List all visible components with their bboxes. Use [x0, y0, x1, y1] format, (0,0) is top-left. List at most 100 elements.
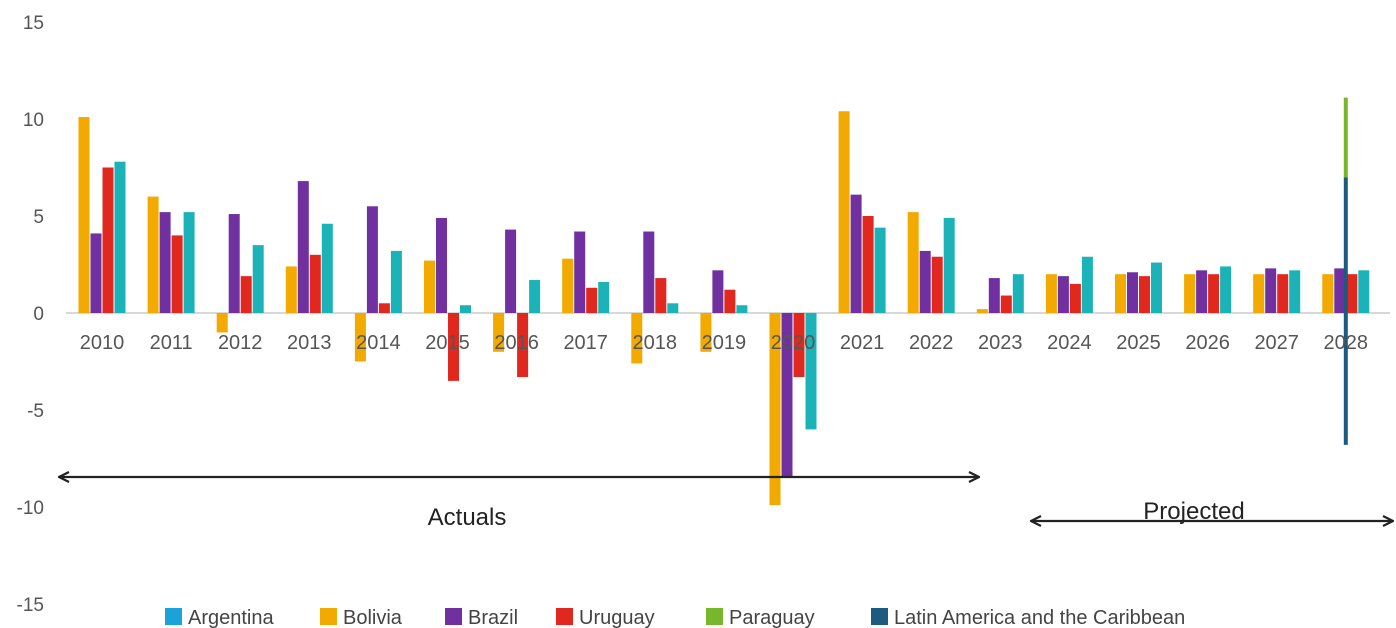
bar-brazil-2015: [436, 217, 447, 313]
bar-brazil-2011: [159, 212, 171, 313]
legend-swatch-2: [445, 608, 462, 625]
bar-brazil-2022: [919, 250, 931, 313]
x-tick-label-2010: 2010: [80, 332, 125, 354]
bar-bolivia-2028: [1322, 274, 1334, 313]
bar-bolivia-2025: [1115, 274, 1126, 313]
bar-series-2019: [736, 305, 748, 313]
y-tick-label: 10: [23, 110, 44, 131]
bar-brazil-2010: [90, 233, 102, 313]
bar-uruguay-2026: [1208, 274, 1220, 313]
bar-bolivia-2014: [354, 313, 366, 362]
bar-uruguay-2010: [102, 167, 114, 313]
legend-swatch-5: [871, 608, 888, 625]
bars: [78, 97, 1370, 506]
x-tick-label-2011: 2011: [150, 332, 193, 354]
x-axis: 2010 2011 2012 2013 2014 2015 2016 2017 2018 2019…: [80, 332, 1368, 354]
bar-bolivia-2010: [78, 117, 90, 313]
bar-uruguay-2024: [1069, 283, 1081, 313]
bar-uruguay-2012: [240, 276, 252, 313]
y-tick-label: 0: [33, 304, 44, 325]
legend: Argentina Bolivia Brazil Uruguay Paraguay Lat…: [165, 607, 1185, 628]
bar-uruguay-2011: [171, 235, 183, 313]
bar-brazil-2012: [228, 214, 240, 313]
x-tick-label-2028: 2028: [1324, 332, 1369, 354]
y-tick-label: -10: [17, 498, 44, 519]
bar-uruguay-2027: [1277, 274, 1289, 313]
bar-bolivia-2015: [424, 260, 435, 313]
bar-series-2013: [321, 223, 333, 313]
bar-brazil-2027: [1265, 268, 1277, 313]
bar-series-2017: [598, 281, 610, 313]
x-tick-label-2026: 2026: [1185, 332, 1230, 354]
bar-brazil-2028: [1334, 268, 1346, 313]
bar-brazil-2014: [366, 206, 378, 313]
bar-series-2012: [252, 245, 264, 313]
bar-series-2018: [667, 303, 679, 313]
bar-series-2011: [183, 212, 195, 313]
bar-bolivia-2011: [147, 196, 159, 313]
y-tick-label: 5: [33, 207, 44, 228]
legend-label-4: Paraguay: [729, 607, 815, 628]
bar-uruguay-2018: [655, 278, 667, 313]
bar-uruguay-2017: [586, 287, 598, 313]
legend-label-5: Latin America and the Caribbean: [894, 607, 1185, 628]
bar-series-2016: [529, 280, 541, 313]
bar-bolivia-2017: [562, 258, 574, 313]
legend-swatch-3: [556, 608, 573, 625]
bar-uruguay-2016: [517, 313, 529, 378]
x-tick-label-2014: 2014: [356, 332, 401, 354]
x-tick-label-2017: 2017: [563, 332, 608, 354]
bar-series-2010: [114, 161, 126, 313]
legend-label-0: Argentina: [188, 607, 274, 628]
bar-bolivia-2012: [216, 313, 228, 333]
bar-brazil-2018: [643, 231, 655, 313]
bar-brazil-2020: [781, 313, 793, 478]
bar-brazil-2017: [574, 231, 586, 313]
bar-series-2025: [1151, 262, 1162, 313]
bar-uruguay-2015: [448, 313, 459, 381]
bar-uruguay-2028: [1346, 274, 1358, 313]
bar-series-2014: [390, 250, 402, 313]
bar-uruguay-2025: [1139, 276, 1150, 313]
actuals-label: Actuals: [428, 504, 507, 531]
x-tick-label-2022: 2022: [909, 332, 954, 354]
bar-uruguay-2014: [378, 303, 390, 313]
legend-label-3: Uruguay: [579, 607, 655, 628]
x-tick-label-2027: 2027: [1254, 332, 1299, 354]
x-tick-label-2016: 2016: [494, 332, 539, 354]
x-tick-label-2023: 2023: [978, 332, 1023, 354]
x-tick-label-2021: 2021: [840, 332, 885, 354]
x-tick-label-2019: 2019: [702, 332, 747, 354]
bar-uruguay-2023: [1000, 295, 1012, 313]
x-tick-label-2025: 2025: [1116, 332, 1161, 354]
bar-bolivia-2024: [1045, 274, 1057, 313]
legend-label-1: Bolivia: [343, 607, 403, 628]
bar-series-2021: [874, 227, 886, 313]
bar-bolivia-2021: [838, 111, 850, 314]
bar-bolivia-2022: [907, 212, 919, 313]
x-tick-label-2024: 2024: [1047, 332, 1092, 354]
bar-brazil-2019: [712, 270, 724, 313]
legend-swatch-4: [706, 608, 723, 625]
x-tick-label-2015: 2015: [425, 332, 470, 354]
bar-brazil-2016: [505, 229, 517, 313]
bar-brazil-2023: [988, 278, 1000, 313]
bar-bolivia-2013: [285, 266, 297, 313]
bar-brazil-2024: [1057, 276, 1069, 313]
x-tick-label-2020: 2020: [771, 332, 816, 354]
y-tick-label: -15: [17, 595, 44, 616]
bar-bolivia-2020: [769, 313, 781, 506]
annotations: Actuals Projected: [60, 477, 1392, 531]
legend-label-2: Brazil: [468, 607, 518, 628]
bar-series-2023: [1012, 274, 1024, 313]
bar-uruguay-2022: [931, 256, 943, 313]
bar-series-2020: [805, 313, 817, 430]
y-axis: 15 10 5 0 -5 -10 -15: [17, 13, 44, 616]
bar-uruguay-2019: [724, 289, 736, 313]
bar-brazil-2021: [850, 194, 862, 313]
x-tick-label-2013: 2013: [287, 332, 332, 354]
bar-brazil-2013: [297, 181, 309, 313]
legend-swatch-0: [165, 608, 182, 625]
bar-series-2028: [1358, 270, 1370, 313]
